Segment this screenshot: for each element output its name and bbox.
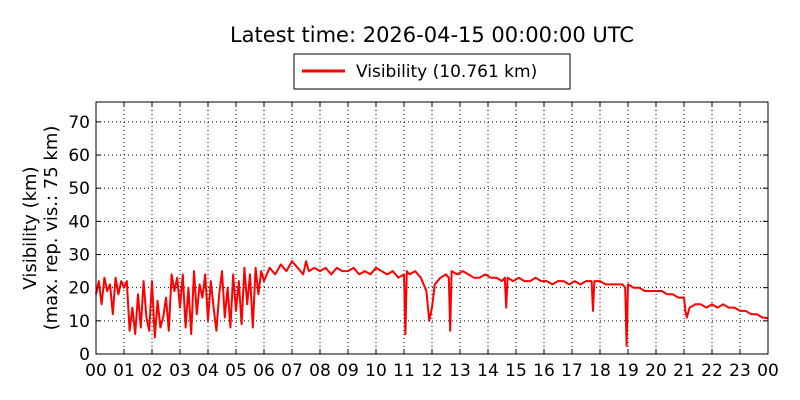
x-tick-label: 14 — [477, 361, 499, 381]
x-tick-label: 15 — [505, 361, 527, 381]
x-tick-label: 00 — [85, 361, 107, 381]
x-tick-label: 05 — [225, 361, 247, 381]
y-tick-label: 20 — [68, 279, 90, 299]
y-axis-subtitle: (max. rep. vis.: 75 km) — [41, 126, 62, 331]
grid — [96, 102, 768, 354]
x-tick-label: 03 — [169, 361, 191, 381]
plot-frame — [95, 101, 769, 355]
x-tick-label: 06 — [253, 361, 275, 381]
x-tick-label: 22 — [701, 361, 723, 381]
y-tick-label: 30 — [68, 246, 90, 266]
y-tick-label: 70 — [68, 113, 90, 133]
x-tick-label: 02 — [141, 361, 163, 381]
chart-title: Latest time: 2026-04-15 00:00:00 UTC — [230, 23, 634, 47]
x-tick-label: 13 — [449, 361, 471, 381]
x-tick-label: 00 — [757, 361, 779, 381]
x-tick-label: 21 — [673, 361, 695, 381]
x-tick-label: 01 — [113, 361, 135, 381]
series-line-visibility — [95, 260, 769, 347]
legend-label: Visibility (10.761 km) — [356, 62, 537, 82]
y-axis: 0 10 20 30 40 50 60 70 — [68, 113, 768, 365]
y-tick-label: 10 — [68, 312, 90, 332]
x-tick-label: 07 — [281, 361, 303, 381]
y-tick-label: 60 — [68, 146, 90, 166]
y-axis-label: Visibility (km) (max. rep. vis.: 75 km) — [20, 126, 62, 331]
x-tick-label: 09 — [337, 361, 359, 381]
x-tick-label: 20 — [645, 361, 667, 381]
x-tick-label: 18 — [589, 361, 611, 381]
legend: Visibility (10.761 km) — [293, 53, 571, 90]
x-axis: 00 01 02 03 04 05 06 07 08 09 10 11 12 13 14 15 16 17 18 19… — [85, 102, 779, 381]
x-tick-label: 04 — [197, 361, 219, 381]
x-tick-label: 17 — [561, 361, 583, 381]
x-tick-label: 10 — [365, 361, 387, 381]
x-tick-label: 12 — [421, 361, 443, 381]
plot-area — [95, 260, 769, 347]
y-axis-title: Visibility (km) — [20, 166, 41, 289]
x-tick-label: 11 — [393, 361, 415, 381]
x-tick-label: 16 — [533, 361, 555, 381]
x-tick-label: 19 — [617, 361, 639, 381]
y-tick-label: 50 — [68, 179, 90, 199]
x-tick-label: 23 — [729, 361, 751, 381]
x-tick-label: 08 — [309, 361, 331, 381]
y-tick-label: 40 — [68, 212, 90, 232]
y-tick-label: 0 — [79, 345, 90, 365]
